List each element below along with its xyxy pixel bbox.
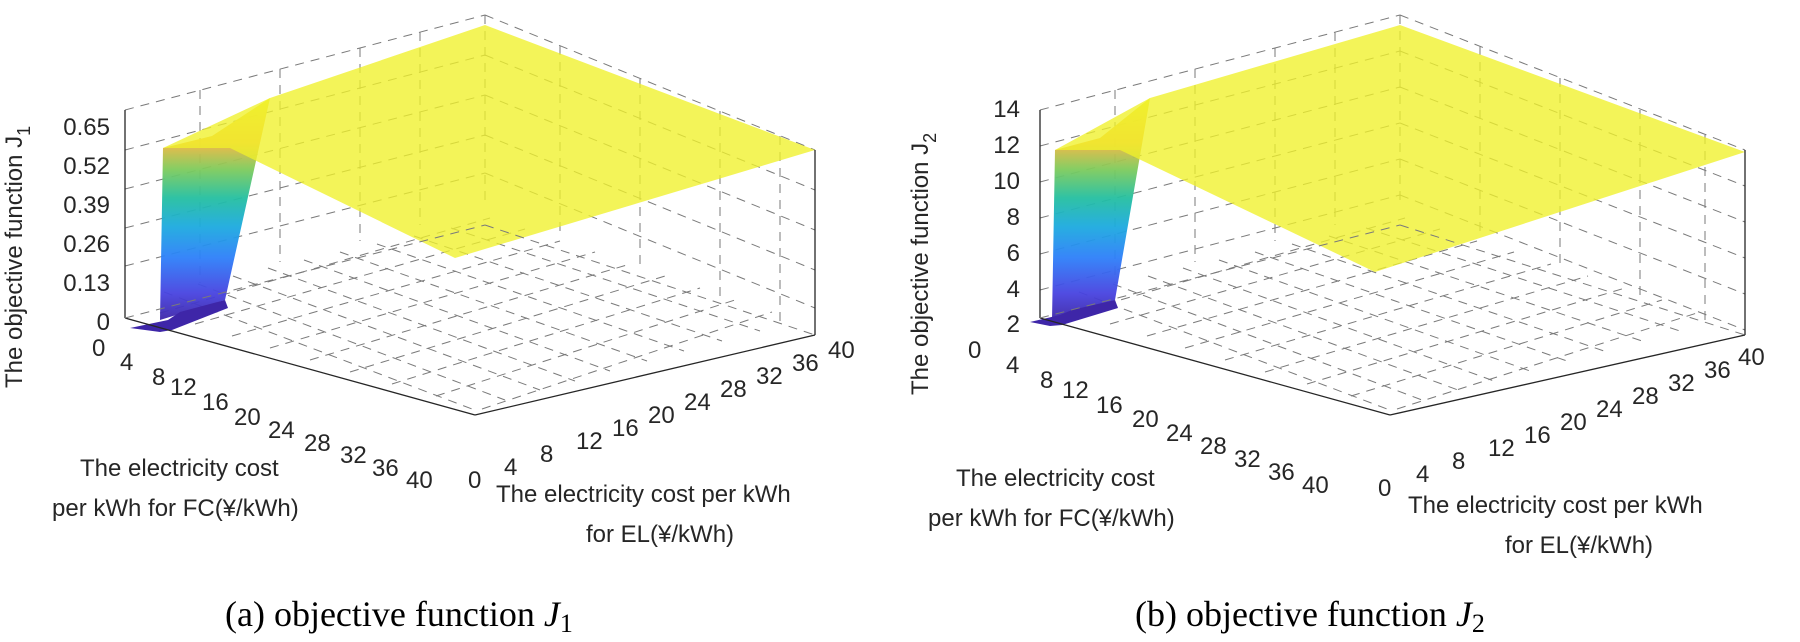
x-tick-b-4: 16 (1096, 392, 1123, 419)
y-tick-b-0: 0 (1378, 475, 1391, 502)
y-tick-a-10: 40 (828, 337, 855, 364)
x-tick-b-7: 28 (1200, 433, 1227, 460)
surface-b (1030, 25, 1745, 326)
x-tick-a-4: 16 (202, 389, 229, 416)
z-tick-b-2: 6 (1007, 240, 1020, 267)
surface-b-base (1030, 300, 1118, 326)
x-tick-a-8: 32 (340, 442, 367, 469)
x-label-a-line2: per kWh for FC(¥/kWh) (52, 495, 299, 522)
x-tick-b-3: 12 (1062, 377, 1089, 404)
surface-a-base (130, 300, 228, 332)
surface-b-plateau (1055, 25, 1745, 272)
y-tick-a-6: 24 (684, 389, 711, 416)
surface-a-plateau (163, 25, 815, 258)
x-tick-b-5: 20 (1132, 406, 1159, 433)
y-tick-b-1: 4 (1416, 461, 1429, 488)
x-tick-b-10: 40 (1302, 472, 1329, 499)
axes-box-b (1039, 110, 1746, 416)
z-tick-a-5: 0.65 (63, 114, 110, 141)
z-tick-b-3: 8 (1007, 204, 1020, 231)
z-label-b: The objective function J2 (907, 133, 940, 395)
y-label-b-line2: for EL(¥/kWh) (1505, 532, 1653, 559)
y-label-a-line1: The electricity cost per kWh (496, 481, 791, 508)
z-tick-b-6: 14 (993, 96, 1020, 123)
panel-a: 0 0.13 0.26 0.39 0.52 0.65 0 4 8 12 16 2… (1, 14, 855, 638)
y-label-b-line1: The electricity cost per kWh (1408, 492, 1703, 519)
x-tick-b-8: 32 (1234, 446, 1261, 473)
z-tick-a-0: 0 (97, 309, 110, 336)
y-tick-b-5: 20 (1560, 409, 1587, 436)
surface-b-rise (1052, 98, 1150, 320)
x-tick-b-0: 0 (968, 337, 981, 364)
x-tick-b-2: 8 (1040, 367, 1053, 394)
y-tick-a-3: 12 (576, 428, 603, 455)
panel-b: 2 4 6 8 10 12 14 0 4 8 12 16 20 24 28 32… (907, 14, 1765, 638)
y-tick-b-9: 36 (1704, 357, 1731, 384)
z-label-a: The objective function J1 (1, 126, 34, 388)
x-ticks-b: 0 4 8 12 16 20 24 28 32 36 40 (968, 337, 1329, 499)
z-tick-b-4: 10 (993, 168, 1020, 195)
y-tick-a-4: 16 (612, 415, 639, 442)
x-label-b-line1: The electricity cost (956, 465, 1155, 492)
z-tick-b-5: 12 (993, 132, 1020, 159)
z-tick-b-0: 2 (1007, 311, 1020, 338)
z-tick-a-1: 0.13 (63, 270, 110, 297)
y-ticks-a: 0 4 8 12 16 20 24 28 32 36 40 (468, 337, 855, 494)
axes-box-a (124, 110, 816, 416)
z-tick-a-4: 0.52 (63, 153, 110, 180)
y-tick-b-6: 24 (1596, 396, 1623, 423)
z-ticks-b: 2 4 6 8 10 12 14 (993, 96, 1020, 338)
z-ticks-a: 0 0.13 0.26 0.39 0.52 0.65 (63, 114, 110, 336)
x-tick-a-9: 36 (372, 455, 399, 482)
y-label-a-line2: for EL(¥/kWh) (586, 521, 734, 548)
y-tick-a-2: 8 (540, 441, 553, 468)
x-tick-a-3: 12 (170, 374, 197, 401)
x-tick-a-1: 4 (120, 349, 133, 376)
y-tick-a-8: 32 (756, 363, 783, 390)
x-tick-a-2: 8 (152, 364, 165, 391)
y-tick-a-9: 36 (792, 350, 819, 377)
z-tick-a-2: 0.26 (63, 231, 110, 258)
y-tick-b-3: 12 (1488, 435, 1515, 462)
y-tick-a-1: 4 (504, 454, 517, 481)
y-tick-b-8: 32 (1668, 370, 1695, 397)
x-label-a-line1: The electricity cost (80, 455, 279, 482)
x-tick-a-6: 24 (268, 417, 295, 444)
y-tick-b-2: 8 (1452, 448, 1465, 475)
y-tick-a-7: 28 (720, 376, 747, 403)
y-ticks-b: 0 4 8 12 16 20 24 28 32 36 40 (1378, 344, 1765, 502)
x-tick-b-9: 36 (1268, 459, 1295, 486)
caption-b: (b) objective function J2 (1135, 594, 1485, 638)
y-tick-b-4: 16 (1524, 422, 1551, 449)
y-tick-b-7: 28 (1632, 383, 1659, 410)
x-ticks-a: 0 4 8 12 16 20 24 28 32 36 40 (92, 335, 433, 494)
surface-a (130, 25, 815, 332)
x-tick-b-1: 4 (1006, 352, 1019, 379)
x-tick-a-5: 20 (234, 404, 261, 431)
y-tick-a-5: 20 (648, 402, 675, 429)
z-tick-b-1: 4 (1007, 276, 1020, 303)
caption-a: (a) objective function J1 (225, 594, 573, 638)
x-tick-a-0: 0 (92, 335, 105, 362)
z-tick-a-3: 0.39 (63, 192, 110, 219)
x-label-b-line2: per kWh for FC(¥/kWh) (928, 505, 1175, 532)
y-tick-a-0: 0 (468, 467, 481, 494)
y-tick-b-10: 40 (1738, 344, 1765, 371)
x-tick-b-6: 24 (1166, 420, 1193, 447)
x-tick-a-10: 40 (406, 467, 433, 494)
x-tick-a-7: 28 (304, 430, 331, 457)
